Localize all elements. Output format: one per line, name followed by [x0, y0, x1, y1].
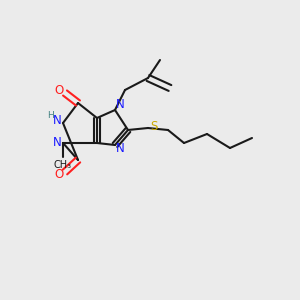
- Text: N: N: [52, 136, 62, 149]
- Text: O: O: [54, 167, 64, 181]
- Text: N: N: [116, 98, 124, 112]
- Text: S: S: [150, 119, 158, 133]
- Text: CH₃: CH₃: [54, 160, 72, 170]
- Text: N: N: [52, 115, 62, 128]
- Text: H: H: [48, 110, 54, 119]
- Text: N: N: [116, 142, 124, 155]
- Text: O: O: [54, 85, 64, 98]
